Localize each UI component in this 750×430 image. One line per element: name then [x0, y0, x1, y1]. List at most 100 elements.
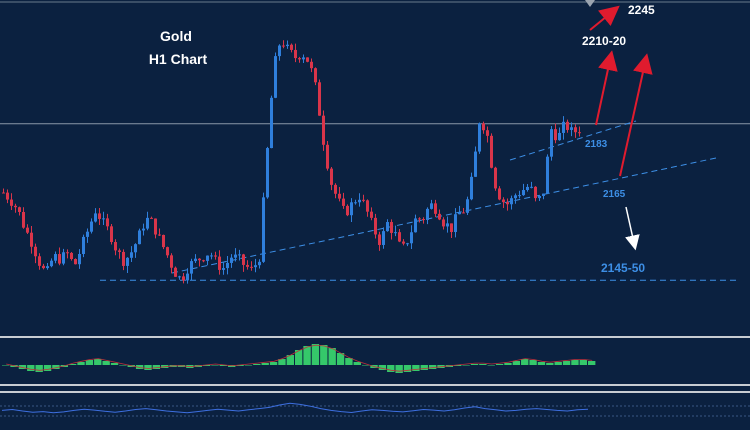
candle-body: [542, 193, 545, 196]
candle-body: [402, 241, 405, 244]
candle-body: [166, 247, 169, 256]
histogram-bar: [579, 360, 587, 365]
candle-body: [122, 251, 125, 266]
candle-body: [138, 230, 141, 245]
candle-body: [142, 228, 145, 231]
chart-subtitle: H1 Chart: [149, 51, 208, 67]
histogram-bar: [77, 362, 85, 365]
histogram-bar: [119, 365, 127, 366]
histogram-bar: [353, 362, 361, 365]
histogram-bar: [588, 361, 596, 365]
candle-body: [318, 82, 321, 116]
candle-body: [62, 252, 65, 264]
candle-body: [534, 186, 537, 199]
candle-body: [378, 234, 381, 245]
histogram-bar: [43, 365, 52, 371]
candle-body: [374, 217, 377, 235]
candle-body: [258, 261, 261, 266]
histogram-bar: [546, 363, 554, 365]
histogram-bar: [479, 364, 487, 365]
candle-body: [434, 203, 437, 214]
candle-body: [426, 208, 429, 220]
candle-body: [462, 212, 465, 214]
candle-body: [346, 205, 349, 216]
candle-body: [30, 232, 33, 247]
candle-body: [114, 242, 117, 251]
histogram-bar: [152, 365, 161, 369]
histogram-bar: [244, 365, 253, 366]
histogram-bar: [361, 365, 370, 366]
candle-body: [66, 252, 69, 254]
candle-body: [334, 184, 337, 194]
histogram-bar: [462, 365, 470, 366]
candle-body: [110, 226, 113, 243]
candle-body: [338, 193, 341, 199]
candle-body: [230, 257, 233, 263]
candle-body: [494, 167, 497, 189]
candle-body: [34, 246, 37, 257]
histogram-bar: [420, 365, 428, 370]
histogram-bar: [278, 359, 286, 365]
candle-body: [322, 115, 325, 145]
histogram-bar: [336, 353, 345, 365]
candle-body: [538, 195, 541, 199]
candle-body: [238, 254, 241, 256]
candle-body: [486, 130, 489, 136]
candle-body: [150, 217, 153, 219]
histogram-bar: [144, 365, 152, 370]
level-label-2183: 2183: [585, 139, 608, 150]
histogram-bar: [554, 362, 562, 365]
candle-body: [134, 244, 137, 253]
candle-body: [482, 123, 485, 131]
histogram-bar: [110, 363, 119, 365]
candle-body: [10, 199, 13, 206]
candle-body: [302, 57, 305, 60]
histogram-bar: [2, 365, 10, 366]
candle-body: [2, 192, 5, 194]
candle-body: [154, 218, 157, 235]
candle-body: [490, 135, 493, 168]
candle-body: [270, 97, 273, 149]
candle-body: [278, 45, 281, 57]
candle-body: [446, 223, 449, 227]
candle-body: [286, 44, 289, 47]
candle-body: [366, 200, 369, 212]
histogram-bar: [261, 363, 269, 365]
level-label-2210-20: 2210-20: [582, 34, 626, 48]
candle-body: [414, 218, 417, 233]
histogram-bar: [236, 365, 244, 366]
histogram-bar: [504, 363, 512, 365]
candle-body: [502, 199, 505, 203]
candle-body: [514, 195, 517, 199]
histogram-bar: [295, 350, 303, 365]
candle-body: [214, 255, 217, 257]
red-arrow-up-2: [619, 53, 653, 177]
level-label-2245: 2245: [628, 3, 655, 17]
histogram-bar: [102, 361, 110, 365]
candle-body: [506, 202, 509, 205]
candle-body: [18, 207, 21, 212]
candle-body: [174, 267, 177, 277]
candle-body: [234, 254, 237, 258]
candle-body: [226, 262, 229, 269]
candle-body: [498, 188, 501, 200]
candle-body: [306, 57, 309, 62]
histogram-bar: [571, 360, 579, 365]
histogram-bar: [211, 365, 219, 366]
histogram-bar: [521, 359, 529, 365]
candle-body: [362, 199, 365, 201]
candle-body: [298, 58, 301, 60]
candle-body: [574, 127, 577, 133]
candle-body: [94, 213, 97, 222]
candle-body: [330, 168, 333, 185]
ascending-trendline-lower: [171, 157, 717, 274]
candle-body: [438, 213, 441, 220]
candle-body: [526, 186, 529, 191]
candle-body: [314, 68, 317, 83]
candle-body: [310, 61, 313, 69]
histogram-bar: [403, 365, 412, 372]
histogram-bar: [202, 365, 211, 366]
candle-body: [102, 218, 105, 220]
candle-body: [518, 195, 521, 197]
